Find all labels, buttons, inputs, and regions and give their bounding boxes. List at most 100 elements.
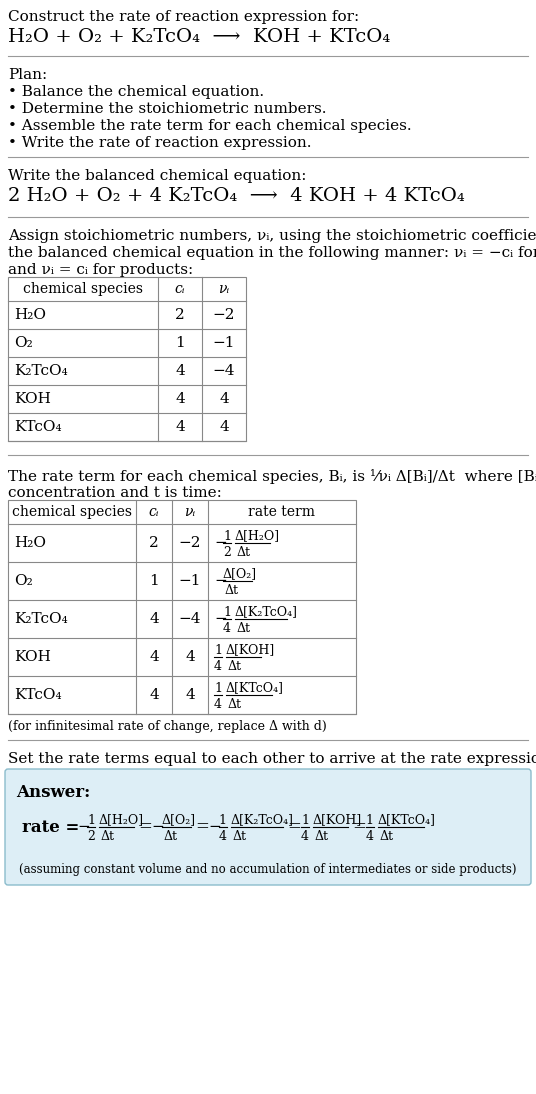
Text: H₂O: H₂O bbox=[14, 309, 46, 322]
Text: Δ[KTcO₄]: Δ[KTcO₄] bbox=[226, 682, 284, 695]
Text: =: = bbox=[287, 818, 301, 836]
Text: Δt: Δt bbox=[237, 621, 251, 635]
Text: Δt: Δt bbox=[228, 698, 242, 710]
Text: 4: 4 bbox=[219, 392, 229, 406]
Text: KTcO₄: KTcO₄ bbox=[14, 688, 62, 702]
Text: Construct the rate of reaction expression for:: Construct the rate of reaction expressio… bbox=[8, 10, 359, 24]
Text: H₂O + O₂ + K₂TcO₄  ⟶  KOH + KTcO₄: H₂O + O₂ + K₂TcO₄ ⟶ KOH + KTcO₄ bbox=[8, 28, 390, 46]
Text: −: − bbox=[214, 536, 227, 550]
Text: −: − bbox=[214, 574, 227, 587]
Text: • Assemble the rate term for each chemical species.: • Assemble the rate term for each chemic… bbox=[8, 119, 412, 133]
Text: −: − bbox=[214, 612, 227, 626]
Text: −2: −2 bbox=[213, 309, 235, 322]
Text: 1: 1 bbox=[223, 605, 231, 618]
Text: 4: 4 bbox=[175, 420, 185, 434]
Text: −1: −1 bbox=[213, 336, 235, 350]
Text: Δ[O₂]: Δ[O₂] bbox=[223, 568, 257, 581]
Text: chemical species: chemical species bbox=[12, 505, 132, 519]
Text: 1: 1 bbox=[223, 529, 231, 543]
Text: 2: 2 bbox=[223, 546, 231, 559]
Text: 1: 1 bbox=[175, 336, 185, 350]
Text: rate =: rate = bbox=[22, 818, 85, 836]
Text: −4: −4 bbox=[213, 364, 235, 379]
Text: Δt: Δt bbox=[164, 829, 178, 842]
Text: Δt: Δt bbox=[228, 660, 242, 673]
Text: K₂TcO₄: K₂TcO₄ bbox=[14, 612, 68, 626]
Text: νᵢ: νᵢ bbox=[219, 282, 229, 296]
Text: Δ[K₂TcO₄]: Δ[K₂TcO₄] bbox=[235, 605, 298, 618]
Text: 4: 4 bbox=[185, 650, 195, 664]
Text: Write the balanced chemical equation:: Write the balanced chemical equation: bbox=[8, 168, 307, 183]
Text: =: = bbox=[352, 818, 366, 836]
Text: The rate term for each chemical species, Bᵢ, is ¹⁄νᵢ Δ[Bᵢ]/Δt  where [Bᵢ] is the: The rate term for each chemical species,… bbox=[8, 469, 536, 484]
Text: 4: 4 bbox=[214, 698, 222, 710]
Text: H₂O: H₂O bbox=[14, 536, 46, 550]
Text: 4: 4 bbox=[301, 829, 309, 842]
Text: Assign stoichiometric numbers, νᵢ, using the stoichiometric coefficients, cᵢ, fr: Assign stoichiometric numbers, νᵢ, using… bbox=[8, 229, 536, 243]
Text: Δt: Δt bbox=[225, 583, 239, 596]
Text: chemical species: chemical species bbox=[23, 282, 143, 296]
Text: 4: 4 bbox=[175, 392, 185, 406]
Text: =: = bbox=[195, 818, 209, 836]
Text: K₂TcO₄: K₂TcO₄ bbox=[14, 364, 68, 379]
Text: 4: 4 bbox=[214, 660, 222, 673]
Text: 4: 4 bbox=[223, 621, 231, 635]
Text: −2: −2 bbox=[178, 536, 201, 550]
Text: (for infinitesimal rate of change, replace Δ with d): (for infinitesimal rate of change, repla… bbox=[8, 720, 327, 733]
Text: • Write the rate of reaction expression.: • Write the rate of reaction expression. bbox=[8, 136, 311, 150]
Text: 4: 4 bbox=[219, 420, 229, 434]
Text: 2 H₂O + O₂ + 4 K₂TcO₄  ⟶  4 KOH + 4 KTcO₄: 2 H₂O + O₂ + 4 K₂TcO₄ ⟶ 4 KOH + 4 KTcO₄ bbox=[8, 187, 465, 205]
Text: • Determine the stoichiometric numbers.: • Determine the stoichiometric numbers. bbox=[8, 102, 326, 116]
Text: 4: 4 bbox=[149, 650, 159, 664]
Text: 1: 1 bbox=[149, 574, 159, 587]
Text: 1: 1 bbox=[301, 814, 309, 826]
Text: O₂: O₂ bbox=[14, 574, 33, 587]
Text: 4: 4 bbox=[149, 612, 159, 626]
Text: 1: 1 bbox=[366, 814, 374, 826]
Text: Δ[KOH]: Δ[KOH] bbox=[313, 814, 362, 826]
Text: 2: 2 bbox=[87, 829, 95, 842]
Text: Δ[H₂O]: Δ[H₂O] bbox=[99, 814, 144, 826]
Text: • Balance the chemical equation.: • Balance the chemical equation. bbox=[8, 85, 264, 98]
Text: Δt: Δt bbox=[101, 829, 115, 842]
Text: concentration and t is time:: concentration and t is time: bbox=[8, 486, 222, 500]
Bar bbox=[8, 500, 356, 714]
Text: KOH: KOH bbox=[14, 392, 51, 406]
FancyBboxPatch shape bbox=[5, 769, 531, 885]
Text: Answer:: Answer: bbox=[16, 784, 90, 801]
Text: (assuming constant volume and no accumulation of intermediates or side products): (assuming constant volume and no accumul… bbox=[19, 863, 517, 876]
Text: Δt: Δt bbox=[233, 829, 247, 842]
Text: Δt: Δt bbox=[380, 829, 394, 842]
Text: −1: −1 bbox=[178, 574, 201, 587]
Text: Δ[K₂TcO₄]: Δ[K₂TcO₄] bbox=[231, 814, 294, 826]
Text: Δt: Δt bbox=[237, 546, 251, 559]
Text: −: − bbox=[152, 820, 165, 834]
Text: and νᵢ = cᵢ for products:: and νᵢ = cᵢ for products: bbox=[8, 263, 193, 277]
Text: 2: 2 bbox=[149, 536, 159, 550]
Text: −: − bbox=[209, 820, 221, 834]
Text: νᵢ: νᵢ bbox=[184, 505, 196, 519]
Text: 4: 4 bbox=[149, 688, 159, 702]
Text: Δ[KOH]: Δ[KOH] bbox=[226, 643, 276, 656]
Text: cᵢ: cᵢ bbox=[149, 505, 159, 519]
Text: O₂: O₂ bbox=[14, 336, 33, 350]
Text: Δ[O₂]: Δ[O₂] bbox=[162, 814, 196, 826]
Text: Plan:: Plan: bbox=[8, 68, 47, 82]
Text: 1: 1 bbox=[214, 682, 222, 695]
Text: 4: 4 bbox=[175, 364, 185, 379]
Text: =: = bbox=[138, 818, 152, 836]
Text: the balanced chemical equation in the following manner: νᵢ = −cᵢ for reactants: the balanced chemical equation in the fo… bbox=[8, 246, 536, 260]
Bar bbox=[8, 277, 246, 441]
Text: 2: 2 bbox=[175, 309, 185, 322]
Text: 1: 1 bbox=[219, 814, 227, 826]
Text: 4: 4 bbox=[185, 688, 195, 702]
Text: KTcO₄: KTcO₄ bbox=[14, 420, 62, 434]
Text: 1: 1 bbox=[87, 814, 95, 826]
Text: Δ[KTcO₄]: Δ[KTcO₄] bbox=[378, 814, 436, 826]
Text: −4: −4 bbox=[178, 612, 201, 626]
Text: Δ[H₂O]: Δ[H₂O] bbox=[235, 529, 280, 543]
Text: KOH: KOH bbox=[14, 650, 51, 664]
Text: Δt: Δt bbox=[315, 829, 329, 842]
Text: 4: 4 bbox=[366, 829, 374, 842]
Text: Set the rate terms equal to each other to arrive at the rate expression:: Set the rate terms equal to each other t… bbox=[8, 752, 536, 766]
